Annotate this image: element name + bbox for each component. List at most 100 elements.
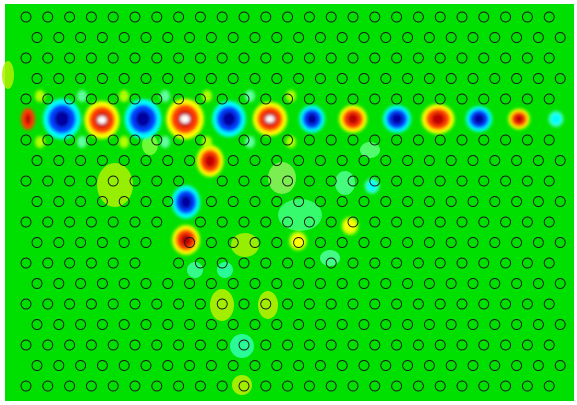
lower-fringe-6 bbox=[245, 136, 255, 148]
lattice-hole-420 bbox=[42, 380, 54, 392]
lattice-hole-63 bbox=[282, 52, 294, 64]
lattice-hole-149 bbox=[543, 134, 555, 146]
lattice-hole-389 bbox=[456, 339, 468, 351]
lattice-hole-138 bbox=[303, 134, 315, 146]
faint-blob-1 bbox=[97, 163, 133, 207]
lattice-hole-315 bbox=[489, 278, 501, 289]
lattice-hole-284 bbox=[347, 257, 359, 269]
lattice-hole-60 bbox=[216, 52, 228, 64]
field-lobe-11 bbox=[465, 106, 493, 132]
lattice-hole-343 bbox=[543, 298, 555, 310]
lattice-hole-113 bbox=[282, 93, 294, 105]
lattice-hole-92 bbox=[380, 73, 392, 84]
lattice-hole-16 bbox=[347, 11, 359, 23]
lattice-hole-354 bbox=[249, 319, 261, 330]
lattice-hole-147 bbox=[500, 134, 512, 146]
lattice-hole-211 bbox=[336, 196, 348, 207]
lattice-hole-162 bbox=[314, 155, 326, 166]
lattice-hole-208 bbox=[271, 196, 283, 207]
lattice-hole-365 bbox=[489, 319, 501, 330]
lattice-hole-412 bbox=[423, 360, 435, 371]
lattice-hole-167 bbox=[423, 155, 435, 166]
lattice-hole-351 bbox=[184, 319, 196, 330]
lattice-hole-42 bbox=[380, 32, 392, 43]
lattice-hole-338 bbox=[434, 298, 446, 310]
lattice-hole-133 bbox=[173, 134, 185, 146]
lattice-hole-93 bbox=[402, 73, 414, 84]
faint-blob-13 bbox=[2, 61, 14, 89]
lattice-hole-210 bbox=[314, 196, 326, 207]
lattice-hole-5 bbox=[107, 11, 119, 23]
lattice-hole-84 bbox=[205, 73, 217, 84]
field-lobe-10 bbox=[421, 104, 455, 134]
lattice-hole-59 bbox=[194, 52, 206, 64]
lattice-hole-136 bbox=[260, 134, 272, 146]
lattice-hole-39 bbox=[314, 32, 326, 43]
lattice-hole-266 bbox=[489, 237, 501, 248]
lattice-hole-183 bbox=[238, 175, 250, 187]
lattice-hole-73 bbox=[500, 52, 512, 64]
lattice-hole-248 bbox=[75, 237, 87, 248]
lattice-hole-300 bbox=[162, 278, 174, 289]
field-lobe-15 bbox=[171, 185, 201, 219]
lattice-hole-108 bbox=[173, 93, 185, 105]
lattice-hole-271 bbox=[42, 257, 54, 269]
lattice-hole-241 bbox=[456, 216, 468, 228]
lattice-hole-304 bbox=[249, 278, 261, 289]
lattice-hole-205 bbox=[205, 196, 217, 207]
lattice-hole-319 bbox=[20, 298, 32, 310]
hole-lattice bbox=[20, 11, 566, 392]
lattice-hole-370 bbox=[42, 339, 54, 351]
lattice-hole-173 bbox=[554, 155, 566, 166]
lattice-hole-336 bbox=[391, 298, 403, 310]
lower-fringe-4 bbox=[160, 136, 170, 148]
lattice-hole-362 bbox=[423, 319, 435, 330]
lattice-hole-126 bbox=[20, 134, 32, 146]
lattice-hole-245 bbox=[543, 216, 555, 228]
lattice-hole-386 bbox=[391, 339, 403, 351]
lattice-hole-204 bbox=[162, 196, 174, 207]
lattice-hole-377 bbox=[194, 339, 206, 351]
lattice-hole-174 bbox=[20, 175, 32, 187]
lattice-hole-8 bbox=[173, 11, 185, 23]
lattice-hole-243 bbox=[500, 216, 512, 228]
lattice-hole-240 bbox=[434, 216, 446, 228]
lattice-hole-146 bbox=[478, 134, 490, 146]
lattice-hole-190 bbox=[391, 175, 403, 187]
lattice-hole-88 bbox=[293, 73, 305, 84]
lattice-hole-242 bbox=[478, 216, 490, 228]
lattice-hole-442 bbox=[521, 380, 533, 392]
lattice-hole-193 bbox=[456, 175, 468, 187]
lattice-hole-46 bbox=[467, 32, 479, 43]
lattice-hole-432 bbox=[303, 380, 315, 392]
lattice-hole-372 bbox=[85, 339, 97, 351]
lattice-hole-102 bbox=[42, 93, 54, 105]
lattice-hole-19 bbox=[412, 11, 424, 23]
lattice-hole-330 bbox=[260, 298, 272, 310]
lattice-hole-176 bbox=[64, 175, 76, 187]
lattice-hole-104 bbox=[85, 93, 97, 105]
lattice-hole-375 bbox=[151, 339, 163, 351]
lattice-hole-326 bbox=[173, 298, 185, 310]
lattice-hole-414 bbox=[467, 360, 479, 371]
field-lobe-16 bbox=[172, 225, 200, 255]
lattice-hole-209 bbox=[293, 196, 305, 207]
lattice-hole-166 bbox=[402, 155, 414, 166]
lattice-hole-219 bbox=[511, 196, 523, 207]
lattice-hole-323 bbox=[107, 298, 119, 310]
lattice-hole-426 bbox=[173, 380, 185, 392]
lattice-hole-317 bbox=[532, 278, 544, 289]
lattice-hole-424 bbox=[129, 380, 141, 392]
lattice-hole-26 bbox=[31, 32, 43, 43]
lattice-hole-181 bbox=[173, 175, 185, 187]
lattice-hole-154 bbox=[118, 155, 130, 166]
lattice-hole-112 bbox=[260, 93, 272, 105]
lattice-hole-51 bbox=[20, 52, 32, 64]
lattice-hole-344 bbox=[31, 319, 43, 330]
lattice-hole-312 bbox=[423, 278, 435, 289]
lattice-hole-64 bbox=[303, 52, 315, 64]
lattice-hole-277 bbox=[194, 257, 206, 269]
lattice-hole-41 bbox=[358, 32, 370, 43]
lattice-hole-278 bbox=[216, 257, 228, 269]
lattice-hole-376 bbox=[173, 339, 185, 351]
